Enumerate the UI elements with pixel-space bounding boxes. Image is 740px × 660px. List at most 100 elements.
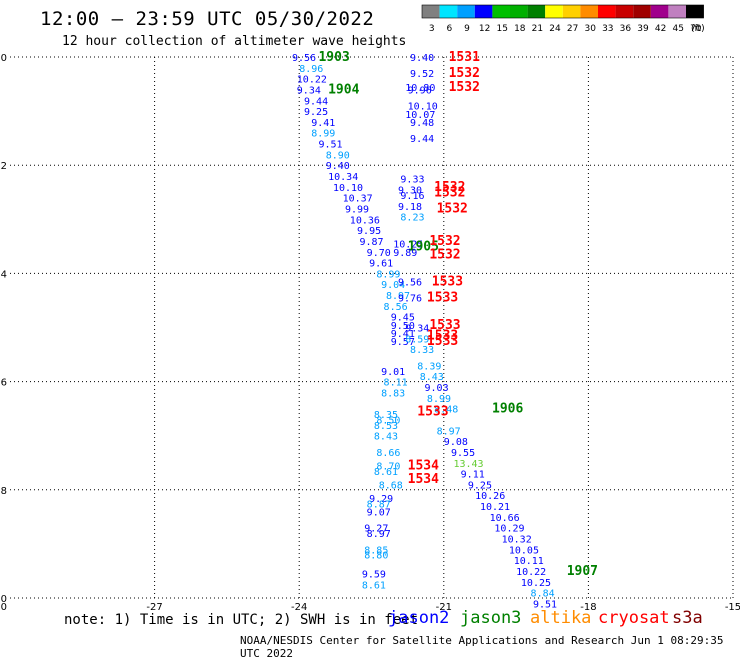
axis-labels: -10 -12 -14 -16 -18 -20 -27 -24 -21 -18 -15 -30 [0,53,740,613]
wave-height-label: 9.50 [391,321,415,332]
y-tick-label: -14 [0,269,7,280]
colorbar-tick-label: 27 [567,24,578,34]
wave-height-label: 10.05 [509,545,539,556]
pass-time-label: 1904 [328,82,359,97]
wave-height-label: 9.55 [451,448,475,459]
wave-height-label: 8.84 [531,589,555,600]
colorbar-tick-label: 15 [496,24,507,34]
wave-height-label: 9.16 [400,191,424,202]
pass-time-label: 1532 [434,185,465,200]
wave-height-label: 9.41 [391,329,415,340]
pass-time-label: 1907 [567,564,598,579]
colorbar-tick-label: 21 [532,24,543,34]
wave-height-label: 9.56 [292,53,316,64]
colorbar-swatch [580,5,598,18]
wave-height-label: 9.48 [410,118,434,129]
wave-height-label: 9.59 [362,570,386,581]
wave-height-label: 9.27 [364,524,388,535]
wave-height-label: 13.43 [453,459,483,470]
y-tick-label: -20 [0,594,7,605]
colorbar-swatch [615,5,634,18]
colorbar-unit: (ft) [691,24,705,34]
colorbar-tick-label: 24 [549,24,561,34]
wave-height-label: 10.29 [494,524,524,535]
wave-height-label: 8.99 [427,394,451,405]
wave-height-label: 10.10 [408,102,438,113]
wave-height-label: 9.52 [410,69,434,80]
wave-height-label: 8.61 [362,580,386,591]
wave-height-label: 9.08 [444,437,468,448]
wave-height-label: 8.11 [384,378,408,389]
wave-height-label: 9.34 [297,85,321,96]
wave-height-label: 9.51 [318,140,342,151]
corner-tick-label: -30 [0,602,7,613]
wave-height-label: 9.04 [381,280,405,291]
wave-height-label: 8.43 [374,432,398,443]
wave-height-label: 8.97 [367,529,391,540]
wave-height-label: 9.25 [304,107,328,118]
pass-time-label: 1532 [434,180,465,195]
x-tick-label: -15 [725,602,740,613]
wave-height-label: 9.44 [304,96,328,107]
pass-time-label: 1905 [408,239,439,254]
wave-height-label: 8.96 [299,64,323,75]
pass-time-label: 1532 [429,247,460,262]
x-tick-label: -27 [146,602,162,613]
wave-height-label: 9.45 [391,313,415,324]
wave-height-label: 10.32 [502,534,532,545]
pass-time-label: 1532 [449,66,480,81]
wave-height-label: 8.53 [374,421,398,432]
colorbar-tick-label: 12 [479,24,490,34]
pass-time-label: 1531 [449,50,480,65]
wave-height-label: 10.36 [350,215,380,226]
colorbar-frame [421,4,704,19]
wave-height-label: 9.51 [533,599,557,610]
pass-time-label: 1533 [432,275,463,290]
wave-height-label: 9.18 [398,202,422,213]
wave-height-label: 10.10 [333,183,363,194]
colorbar-tick-label: 45 [672,24,683,34]
wave-height-label: 8.83 [381,388,405,399]
colorbar-swatch [439,5,458,18]
wave-height-label: 8.68 [379,480,403,491]
wave-height-label: 9.56 [398,278,422,289]
wave-height-label: 10.22 [297,75,327,86]
satellite-legend-item: jason3 [460,608,522,628]
x-tick-label: -24 [291,602,307,613]
colorbar-swatch [668,5,686,18]
page-subtitle: 12 hour collection of altimeter wave hei… [62,34,407,49]
wave-height-label: 9.87 [359,237,383,248]
wave-height-label: 8.97 [386,291,410,302]
wave-height-label: 8.59 [405,334,429,345]
pass-time-label: 1533 [417,404,448,419]
wave-height-label: 9.41 [311,118,335,129]
x-tick-label: -18 [580,602,596,613]
pass-time-label: 1903 [318,50,349,65]
pass-time-label: 1906 [492,402,523,417]
wave-height-label: 8.66 [376,448,400,459]
wave-height-label: 10.34 [328,172,358,183]
wave-height-label: 8.48 [434,405,458,416]
wave-height-label: 10.26 [475,491,505,502]
colorbar-swatch [562,5,581,18]
pass-time-label: 1532 [449,80,480,95]
colorbar-tick-label: 70 [690,24,702,34]
colorbar-swatch [510,5,528,18]
satellite-legend-item: s3a [672,608,703,628]
pass-time-label: 1533 [427,291,458,306]
wave-height-label: 8.61 [374,467,398,478]
colorbar-swatch [474,5,493,18]
wave-height-label: 8.97 [437,426,461,437]
wave-height-label: 9.70 [367,248,391,259]
wave-height-label: 9.89 [393,248,417,259]
wave-height-label: 9.25 [468,480,492,491]
wave-height-label: 8.90 [326,150,350,161]
wave-height-label: 10.22 [516,567,546,578]
colorbar-tick-label: 42 [655,24,666,34]
colorbar-tick-label: 30 [584,24,596,34]
wave-height-label: 8.23 [400,213,424,224]
satellite-legend-item: cryosat [598,608,670,628]
wave-height-label: 10.37 [343,194,373,205]
colorbar-swatch [457,5,475,18]
